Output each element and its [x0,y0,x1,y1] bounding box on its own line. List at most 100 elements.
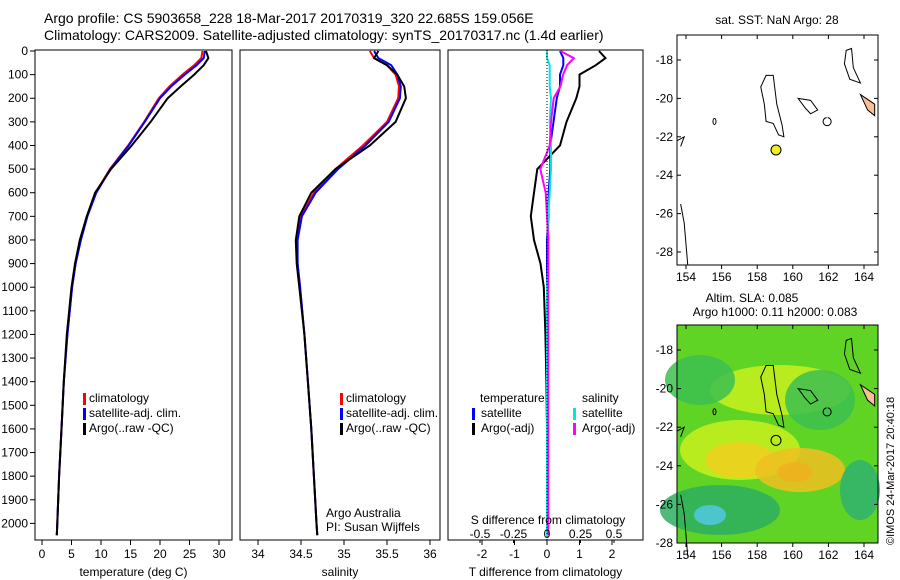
series-line-salinity-argo-adj- [539,50,576,536]
legend-label: satellite [582,406,623,420]
x-axis-label: salinity [322,565,359,579]
lat-tick-label: -18 [656,53,674,67]
sst-map-title: sat. SST: NaN Argo: 28 [715,13,839,27]
x-tick-label: 0 [544,547,551,561]
lon-tick-label: 160 [783,548,803,562]
lat-tick-label: -18 [656,343,674,357]
coastline-australia [680,494,689,557]
sla-map-subtitle: Argo h1000: 0.11 h2000: 0.083 [693,305,858,319]
lat-tick-label: -24 [656,168,674,182]
lon-tick-label: 164 [854,270,874,284]
y-tick-label: 1500 [1,398,28,412]
x-axis-label: T difference from climatology [469,565,623,579]
y-tick-label: 700 [8,209,28,223]
plot-frame [447,49,644,541]
legend-swatch [573,423,576,435]
y-tick-label: 100 [8,68,28,82]
x-tick-label: 34.5 [289,547,313,561]
lon-tick-label: 156 [712,270,732,284]
legend-swatch [340,423,343,435]
legend-label: Argo(-adj) [481,421,534,435]
y-tick-label: 1300 [1,351,28,365]
x-axis-label: temperature (deg C) [79,565,187,579]
series-line-salinity-satellite [546,51,553,536]
lon-tick-label: 162 [818,548,838,562]
lat-tick-label: -20 [656,382,674,396]
x-tick-label: 0 [39,547,46,561]
legend-label: satellite [481,406,522,420]
x-tick-label: 34 [251,547,265,561]
sla-map-title: Altim. SLA: 0.085 [706,291,799,305]
legend-label: climatology [346,391,406,405]
sla-map: 154 156 158 160 162 164 -18 -20 -22 -24 -26 -28 Alti… [656,291,897,562]
sla-anomaly-blob [694,505,726,525]
series-line-satellite-adj-clim- [55,50,206,536]
title-line-2: Climatology: CARS2009. Satellite-adjuste… [44,27,604,43]
lat-tick-label: -28 [656,245,674,259]
sla-anomaly-blob [840,460,880,520]
y-tick-label: 400 [8,138,28,152]
coastline-reef [797,387,832,417]
difference-panel: -2 -1 0 1 2 T difference from climatology temp… [447,49,644,579]
coastline-reef [760,74,785,138]
x2-tick-label: -0.25 [500,527,528,541]
lon-tick-label: 158 [747,548,767,562]
x-tick-label: 36 [423,547,437,561]
legend-title-temperature: temperature [480,391,545,405]
coastline-reef [712,408,717,416]
sst-map: 154 156 158 160 162 164 -18 -20 -22 -24 -26 -28 sat.… [656,13,879,284]
x2-tick-label: 0.5 [606,527,623,541]
legend-label: climatology [89,391,149,405]
plot-frame [239,49,441,541]
legend-swatch [472,408,475,420]
y-tick-label: 900 [8,257,28,271]
lon-tick-label: 162 [818,270,838,284]
legend-swatch [573,408,576,420]
temperature-panel: 0 5 10 15 20 25 30 temperature (deg C) 0 100 200 30… [1,44,233,579]
y-tick-label: 1800 [1,469,28,483]
legend-swatch [340,393,343,405]
y-tick-label: 2000 [1,516,28,530]
imos-credit: ©IMOS 24-Mar-2017 20:40:18 [885,397,897,545]
coastline-reef [843,337,862,375]
coastline-reef [676,426,686,438]
y-tick-label: 600 [8,186,28,200]
series-line-argo-raw-qc- [294,50,407,536]
lat-tick-label: -24 [656,459,674,473]
y-tick-label: 1400 [1,375,28,389]
x2-tick-label: 0 [544,527,551,541]
lat-tick-label: -28 [656,536,674,550]
y-tick-label: 300 [8,115,28,129]
x-tick-label: 30 [212,547,226,561]
lat-tick-label: -22 [656,420,674,434]
x2-tick-label: -0.5 [470,527,491,541]
series-line-climatology [55,50,204,536]
legend-title-salinity: salinity [582,391,619,405]
x-tick-label: 10 [94,547,108,561]
lat-tick-label: -26 [656,497,674,511]
series-line-argo-raw-qc- [55,50,210,536]
sla-anomaly-blob [665,355,735,405]
y-tick-label: 1600 [1,422,28,436]
salinity-panel: 34 34.5 35 35.5 36 salinity climatologysatelli… [239,49,441,579]
x2-axis-label: S difference from climatology [471,513,626,527]
lon-tick-label: 160 [783,270,803,284]
x-tick-label: 35.5 [375,547,399,561]
lon-tick-label: 154 [676,548,696,562]
legend-label: Argo(..raw -QC) [89,421,174,435]
x-tick-label: 15 [124,547,138,561]
y-tick-label: 1000 [1,280,28,294]
y-tick-label: 200 [8,91,28,105]
annotation-text: PI: Susan Wijffels [326,520,420,534]
legend-label: Argo(..raw -QC) [346,421,431,435]
legend-swatch [83,393,86,405]
lat-tick-label: -20 [656,91,674,105]
coastline-reef [797,97,832,126]
x2-tick-label: 0.25 [569,527,593,541]
lon-tick-label: 154 [676,270,696,284]
argo-float-marker [770,434,782,446]
x-tick-label: 35 [337,547,351,561]
map-frame [676,324,879,544]
legend-swatch [83,423,86,435]
